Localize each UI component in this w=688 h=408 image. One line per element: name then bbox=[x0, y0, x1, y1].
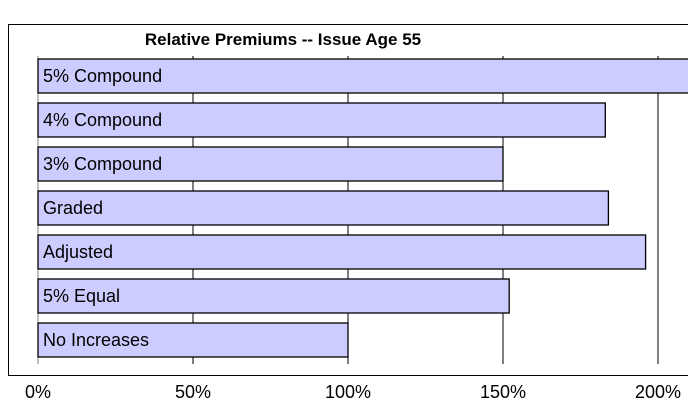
bar-label: 5% Compound bbox=[43, 66, 162, 86]
bar-label: 5% Equal bbox=[43, 286, 120, 306]
bar bbox=[37, 58, 688, 94]
bar-label: Adjusted bbox=[43, 242, 113, 262]
chart-title: Relative Premiums -- Issue Age 55 bbox=[144, 30, 422, 49]
bar bbox=[37, 190, 610, 226]
bar-label: No Increases bbox=[43, 330, 149, 350]
bars: 5% Compound 4% Compound 3% Compound Graded A… bbox=[37, 58, 688, 358]
chart-frame bbox=[8, 24, 688, 376]
bar bbox=[37, 322, 349, 358]
bar bbox=[37, 278, 510, 314]
x-tick-label: 200% bbox=[635, 382, 681, 402]
bar bbox=[37, 146, 504, 182]
x-axis: 0% 50% 100% 150% 200% bbox=[25, 382, 681, 402]
bar-label: 4% Compound bbox=[43, 110, 162, 130]
bar bbox=[37, 102, 606, 138]
x-tick-label: 150% bbox=[480, 382, 526, 402]
x-tick-label: 50% bbox=[175, 382, 211, 402]
x-tick-label: 0% bbox=[25, 382, 51, 402]
bar-label: 3% Compound bbox=[43, 154, 162, 174]
x-tick-label: 100% bbox=[325, 382, 371, 402]
bar-label: Graded bbox=[43, 198, 103, 218]
bar bbox=[37, 234, 647, 270]
